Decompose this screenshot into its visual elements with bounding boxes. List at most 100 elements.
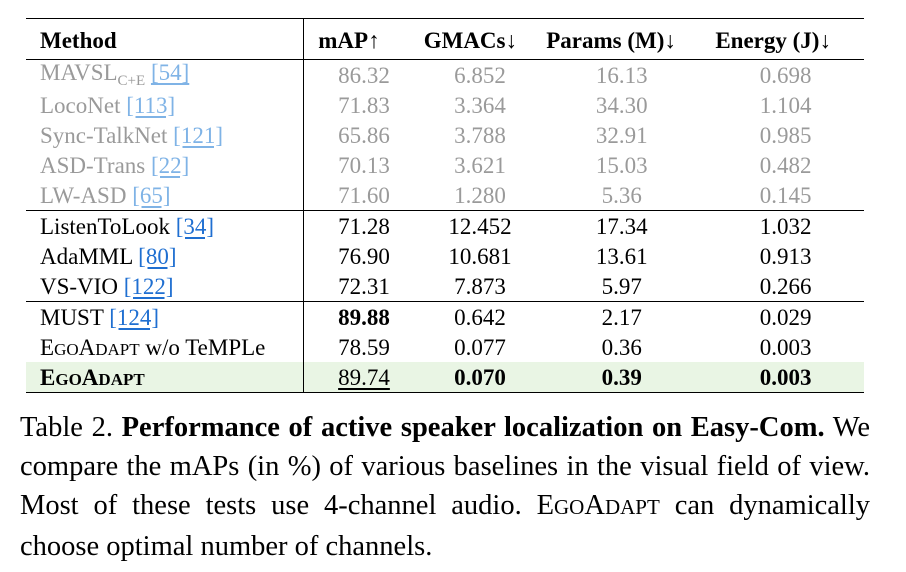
results-table-container: Method mAP↑ GMACs↓ Params (M)↓ Energy (J… — [26, 18, 864, 393]
gmacs-cell: 3.788 — [454, 122, 506, 148]
method-name-part: A — [81, 364, 99, 390]
energy-cell: 0.266 — [759, 273, 812, 299]
method-name: MAVSL — [40, 60, 118, 85]
citation-link[interactable]: [22] — [150, 152, 190, 178]
results-table: Method mAP↑ GMACs↓ Params (M)↓ Energy (J… — [26, 18, 864, 393]
table-row: MAVSLC+E [54] 86.32 6.852 16.13 0.698 — [26, 59, 864, 90]
map-cell: 71.60 — [338, 182, 390, 208]
map-cell: 70.13 — [338, 152, 390, 178]
caption-label: Table 2. — [20, 412, 113, 443]
header-map: mAP↑ — [303, 18, 424, 60]
gmacs-cell: 3.621 — [454, 152, 506, 178]
citation-link[interactable]: [113] — [126, 92, 176, 118]
energy-cell: 1.032 — [707, 210, 864, 241]
table-row: LocoNet [113] 71.83 3.364 34.30 1.104 — [26, 90, 864, 120]
table-row-ours: EGOADAPT 89.74 0.070 0.39 0.003 — [26, 362, 864, 393]
method-name: ListenToLook — [40, 213, 170, 239]
citation-link[interactable]: [121] — [173, 122, 223, 148]
citation-link[interactable]: [124] — [109, 304, 160, 330]
params-cell: 17.34 — [536, 210, 708, 241]
params-cell: 34.30 — [595, 92, 648, 118]
energy-cell: 1.104 — [759, 92, 812, 118]
params-cell: 2.17 — [536, 301, 708, 332]
method-subscript: C+E — [117, 73, 146, 89]
table-header-row: Method mAP↑ GMACs↓ Params (M)↓ Energy (J… — [26, 18, 864, 60]
method-cell: MUST [124] — [26, 301, 305, 332]
gmacs-cell: 10.681 — [448, 243, 512, 269]
method-name-part: E — [40, 364, 56, 390]
method-cell: Sync-TalkNet [121] — [26, 120, 305, 150]
gmacs-cell: 3.364 — [454, 92, 506, 118]
method-name: LW-ASD — [40, 182, 127, 208]
method-name: Sync-TalkNet — [40, 122, 168, 148]
table-row: Sync-TalkNet [121] 65.86 3.788 32.91 0.9… — [26, 120, 864, 150]
map-cell: 78.59 — [338, 334, 390, 360]
energy-cell: 0.913 — [759, 243, 812, 269]
method-cell: ASD-Trans [22] — [26, 150, 305, 180]
header-method: Method — [26, 18, 305, 60]
map-cell: 86.32 — [338, 62, 390, 88]
energy-cell: 0.482 — [759, 152, 812, 178]
gmacs-cell: 6.852 — [454, 62, 506, 88]
caption-text: We compare the mAPs (in %) of various ba… — [20, 412, 871, 521]
header-params: Params (M)↓ — [536, 18, 708, 60]
energy-cell: 0.145 — [759, 182, 812, 208]
method-name-part: DAPT — [98, 369, 145, 389]
header-gmacs: GMACs↓ — [423, 18, 537, 60]
method-name: AdaMML — [40, 243, 133, 269]
params-cell: 32.91 — [595, 122, 648, 148]
citation-link[interactable]: [122] — [123, 273, 174, 299]
table-row: VS-VIO [122] 72.31 7.873 5.97 0.266 — [26, 271, 864, 302]
caption-tail: can dynamically choose optimal number of… — [20, 490, 870, 562]
table-row: ListenToLook [34] 71.28 12.452 17.34 1.0… — [26, 210, 864, 241]
method-cell: LocoNet [113] — [26, 90, 305, 120]
params-cell: 5.36 — [601, 182, 642, 208]
method-name: ASD-Trans — [40, 152, 146, 178]
params-cell: 13.61 — [595, 243, 648, 269]
map-cell: 71.28 — [303, 210, 424, 241]
table-row: EGOADAPT w/o TeMPLe 78.59 0.077 0.36 0.0… — [26, 332, 864, 362]
map-cell-second: 89.74 — [303, 362, 424, 393]
energy-cell: 0.698 — [759, 62, 812, 88]
gmacs-cell: 0.642 — [423, 301, 537, 332]
method-cell: EGOADAPT — [26, 362, 305, 393]
header-energy: Energy (J)↓ — [707, 18, 864, 60]
caption-method-part: E — [536, 490, 555, 521]
method-cell: MAVSLC+E [54] — [26, 59, 305, 90]
caption-method-part: DAPT — [604, 495, 660, 519]
method-name-part: E — [40, 334, 55, 360]
gmacs-cell: 7.873 — [454, 273, 506, 299]
method-name-part: A — [78, 334, 96, 360]
method-name-part: GO — [55, 369, 82, 389]
energy-cell: 0.985 — [759, 122, 812, 148]
params-cell: 5.97 — [601, 273, 642, 299]
table-row: MUST [124] 89.88 0.642 2.17 0.029 — [26, 301, 864, 332]
method-cell: ListenToLook [34] — [26, 210, 305, 241]
method-name: VS-VIO — [40, 273, 118, 299]
citation-link[interactable]: [80] — [138, 243, 177, 269]
method-name: MUST — [40, 304, 104, 330]
gmacs-cell-best: 0.070 — [423, 362, 537, 393]
table-row: ASD-Trans [22] 70.13 3.621 15.03 0.482 — [26, 150, 864, 180]
params-cell: 15.03 — [595, 152, 648, 178]
map-cell: 72.31 — [338, 273, 390, 299]
method-name-part: DAPT — [95, 339, 140, 359]
gmacs-cell: 1.280 — [454, 182, 506, 208]
caption-title: Performance of active speaker localizati… — [121, 412, 825, 443]
method-name: LocoNet — [40, 92, 121, 118]
params-cell: 16.13 — [595, 62, 648, 88]
params-cell: 0.36 — [601, 334, 642, 360]
citation-link[interactable]: [65] — [132, 182, 171, 208]
method-name-part: GO — [54, 339, 79, 359]
map-cell: 65.86 — [338, 122, 390, 148]
table-caption: Table 2. Performance of active speaker l… — [20, 408, 870, 566]
params-cell-best: 0.39 — [536, 362, 708, 393]
method-cell: VS-VIO [122] — [26, 271, 305, 302]
energy-cell: 0.003 — [759, 334, 812, 360]
energy-cell: 0.029 — [707, 301, 864, 332]
method-cell: LW-ASD [65] — [26, 180, 305, 211]
table-row: LW-ASD [65] 71.60 1.280 5.36 0.145 — [26, 180, 864, 211]
table-row: AdaMML [80] 76.90 10.681 13.61 0.913 — [26, 241, 864, 271]
citation-link[interactable]: [54] — [150, 60, 190, 85]
citation-link[interactable]: [34] — [175, 213, 215, 239]
